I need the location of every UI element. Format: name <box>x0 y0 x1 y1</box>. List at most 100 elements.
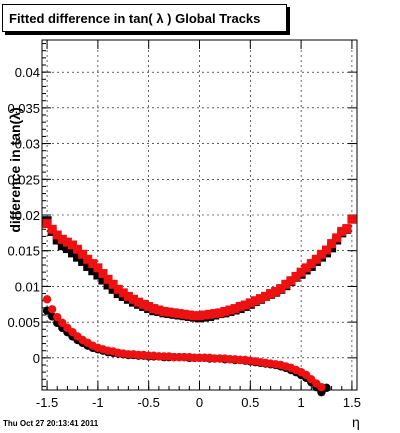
data-point-square <box>301 263 311 273</box>
data-point-square <box>134 297 144 307</box>
x-axis-label: η <box>352 414 360 430</box>
data-point-square <box>108 284 118 294</box>
data-point-square <box>332 233 342 243</box>
data-point-square <box>316 249 326 259</box>
data-point-square <box>266 289 276 299</box>
data-point-square <box>174 309 184 319</box>
x-tick-label: -1.5 <box>36 395 58 410</box>
data-point-square <box>179 309 189 319</box>
data-point-square <box>184 310 194 320</box>
data-point-square <box>73 244 83 254</box>
x-tick-label: 1 <box>297 395 304 410</box>
data-point-square <box>52 230 62 240</box>
data-point-square <box>93 270 103 280</box>
data-point-square <box>306 259 316 269</box>
data-point-square <box>73 252 83 262</box>
data-point-square <box>195 311 204 321</box>
data-point-square <box>342 224 352 234</box>
data-point-square <box>291 271 301 281</box>
y-tick-label: 0.02 <box>15 208 40 223</box>
x-tick-labels: -1.5 -1 -0.5 0 0.5 1 1.5 <box>36 395 361 410</box>
data-point-square <box>255 294 265 304</box>
data-point-square <box>322 245 332 255</box>
x-tick-label: 0.5 <box>241 395 259 410</box>
y-axis-label: difference in tan(λ) <box>7 107 23 232</box>
data-point-square <box>296 267 306 277</box>
data-point-square <box>98 269 108 279</box>
data-point-square <box>52 235 62 245</box>
data-point-square <box>118 288 128 298</box>
data-point-circle <box>47 305 57 314</box>
data-point-square <box>215 308 225 318</box>
data-point-square <box>154 305 164 315</box>
data-point-square <box>245 298 255 308</box>
data-point-square <box>164 307 174 317</box>
x-tick-label: 0 <box>196 395 203 410</box>
data-point-square <box>189 311 199 321</box>
data-point-circle <box>53 312 62 322</box>
data-point-square <box>276 284 286 294</box>
data-point-square <box>88 259 98 269</box>
data-point-square <box>337 226 347 236</box>
data-point-square <box>62 237 72 247</box>
y-tick-label: 0.035 <box>7 101 40 116</box>
data-point-square <box>113 284 123 294</box>
grid <box>42 40 357 390</box>
y-tick-label: 0 <box>33 351 40 366</box>
data-point-square <box>220 306 230 316</box>
y-tick-label: 0.04 <box>15 65 40 80</box>
y-tick-label: 0.025 <box>7 172 40 187</box>
data-point-square <box>225 305 235 315</box>
data-point-square <box>240 300 250 310</box>
y-tick-label: 0.03 <box>15 137 40 152</box>
data-point-square <box>42 219 52 229</box>
data-point-square <box>210 309 220 319</box>
data-point-square <box>103 280 113 290</box>
data-point-square <box>98 275 108 285</box>
data-point-square <box>261 291 271 301</box>
data-point-square <box>67 240 77 250</box>
data-point-square <box>271 286 281 296</box>
chart-title: Fitted difference in tan( λ ) Global Tra… <box>2 4 287 32</box>
y-tick-label: 0.005 <box>7 315 40 330</box>
data-point-square <box>281 279 291 289</box>
data-point-square <box>67 248 77 258</box>
data-point-square <box>327 239 337 249</box>
data-point-square <box>347 214 357 224</box>
data-point-square <box>128 294 138 304</box>
data-points <box>42 214 357 397</box>
data-point-square <box>169 308 179 318</box>
data-point-square <box>78 256 88 266</box>
data-point-square <box>230 304 240 314</box>
data-point-square <box>83 254 93 264</box>
x-tick-label: -0.5 <box>137 395 159 410</box>
data-point-square <box>62 244 72 254</box>
data-point-square <box>93 263 103 273</box>
data-point-square <box>47 224 57 234</box>
data-point-circle <box>317 382 326 392</box>
data-point-square <box>235 301 245 311</box>
data-point-square <box>57 234 67 244</box>
x-tick-label: -1 <box>92 395 104 410</box>
data-point-square <box>108 279 118 289</box>
data-point-square <box>205 309 215 319</box>
data-point-square <box>250 296 260 306</box>
data-point-circle <box>42 295 52 304</box>
data-point-square <box>88 266 98 276</box>
data-point-square <box>83 261 93 271</box>
y-tick-label: 0.01 <box>15 279 40 294</box>
data-point-square <box>78 249 88 259</box>
data-point-square <box>311 254 321 264</box>
data-point-square <box>200 310 210 320</box>
y-tick-label: 0.015 <box>7 244 40 259</box>
data-point-square <box>149 304 159 314</box>
axis-ticks <box>42 40 357 390</box>
data-point-square <box>159 306 169 316</box>
data-point-square <box>144 301 154 311</box>
y-tick-labels: 0 0.005 0.01 0.015 0.02 0.025 0.03 0.035 0.04 <box>7 65 40 366</box>
data-point-square <box>103 274 113 284</box>
data-point-square <box>57 241 67 251</box>
data-point-square <box>139 299 149 309</box>
data-point-square <box>123 291 133 301</box>
